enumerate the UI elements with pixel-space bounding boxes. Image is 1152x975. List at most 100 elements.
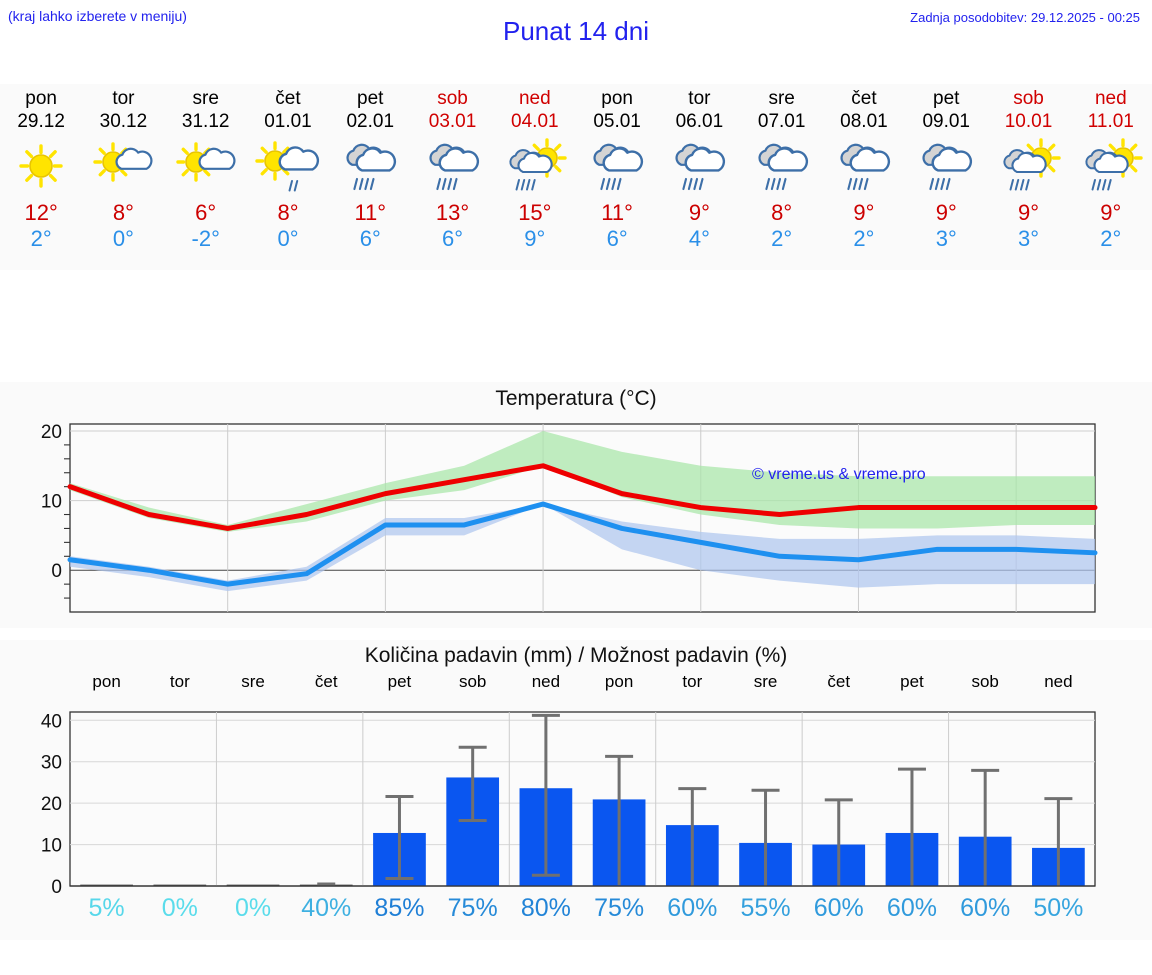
precip-probability-label: 50% bbox=[1033, 894, 1084, 922]
sun-rain-icon bbox=[499, 136, 571, 198]
temperature-chart-title: Temperatura (°C) bbox=[495, 387, 657, 410]
precip-probability-label: 40% bbox=[301, 894, 352, 922]
min-temperature: 3° bbox=[935, 226, 957, 251]
day-column[interactable]: pet 02.01 11° 6° bbox=[329, 84, 411, 270]
day-column[interactable]: sre 07.01 8° 2° bbox=[741, 84, 823, 270]
min-temperature: 9° bbox=[524, 226, 546, 251]
svg-text:10: 10 bbox=[41, 836, 62, 857]
day-name: sob bbox=[1013, 88, 1044, 109]
day-name: ned bbox=[518, 88, 551, 109]
day-column[interactable]: sob 10.01 9° 3° bbox=[987, 84, 1069, 270]
day-name: tor bbox=[112, 88, 135, 109]
max-temperature: 15° bbox=[518, 200, 552, 225]
precip-day-label: pon bbox=[604, 672, 634, 691]
day-column[interactable]: sob 03.01 13° 6° bbox=[411, 84, 493, 270]
precip-probability-label: 0% bbox=[161, 894, 198, 922]
max-temperature: 8° bbox=[112, 200, 134, 225]
min-temperature: 2° bbox=[30, 226, 52, 251]
max-temperature: 13° bbox=[435, 200, 470, 225]
day-column[interactable]: sre 31.12 6° -2° bbox=[165, 84, 247, 270]
day-date: 03.01 bbox=[428, 111, 477, 132]
day-date: 06.01 bbox=[675, 111, 724, 132]
day-column[interactable]: ned 04.01 15° 9° bbox=[494, 84, 576, 270]
day-column[interactable]: čet 08.01 9° 2° bbox=[823, 84, 905, 270]
page-header: (kraj lahko izberete v meniju) Punat 14 … bbox=[0, 0, 1152, 62]
day-name: tor bbox=[688, 88, 711, 109]
day-date: 30.12 bbox=[99, 111, 148, 132]
min-temperature: 3° bbox=[1017, 226, 1040, 251]
page-title: Punat 14 dni bbox=[502, 16, 649, 46]
partly-sunny-icon bbox=[170, 136, 242, 198]
svg-text:20: 20 bbox=[41, 794, 62, 815]
day-column[interactable]: tor 30.12 8° 0° bbox=[82, 84, 164, 270]
rain-icon bbox=[828, 136, 900, 198]
rain-icon bbox=[417, 136, 489, 198]
max-temperature: 9° bbox=[1017, 200, 1040, 225]
day-date: 02.01 bbox=[346, 111, 395, 132]
day-column[interactable]: ned 11.01 9° 2° bbox=[1070, 84, 1152, 270]
precipitation-probability-row: 5% 0% 0% 40% 85% 75% 80% 75% 60% 55% 60% 60% 60% 50% bbox=[0, 894, 1152, 934]
day-column[interactable]: pon 05.01 11° 6° bbox=[576, 84, 658, 270]
rain-icon bbox=[910, 136, 982, 198]
max-temperature: 9° bbox=[853, 200, 875, 225]
max-temperature: 11° bbox=[354, 200, 387, 225]
min-temperature: 0° bbox=[277, 226, 299, 251]
day-name: pet bbox=[933, 88, 960, 109]
precip-probability-label: 75% bbox=[447, 894, 498, 922]
day-name: čet bbox=[275, 88, 301, 109]
day-name: sob bbox=[437, 88, 468, 109]
day-date: 01.01 bbox=[264, 111, 312, 132]
location-hint: (kraj lahko izberete v meniju) bbox=[8, 8, 187, 24]
day-date: 31.12 bbox=[181, 111, 230, 132]
day-date: 04.01 bbox=[511, 111, 559, 132]
max-temperature: 9° bbox=[935, 200, 957, 225]
precipitation-chart-title: Količina padavin (mm) / Možnost padavin … bbox=[364, 644, 788, 667]
precip-day-label: sre bbox=[241, 672, 265, 691]
day-name: sre bbox=[192, 88, 219, 109]
day-name: pon bbox=[601, 88, 633, 109]
precip-day-label: čet bbox=[314, 672, 338, 691]
day-date: 10.01 bbox=[1004, 111, 1053, 132]
precip-day-label: ned bbox=[531, 672, 561, 691]
max-temperature: 8° bbox=[771, 200, 793, 225]
daily-forecast-strip: pon 29.12 12° 2° tor 30.12 8° 0° sre 31.12 6° -2° če… bbox=[0, 84, 1152, 270]
max-temperature: 12° bbox=[24, 200, 58, 225]
precip-day-label: sob bbox=[458, 672, 487, 691]
precip-probability-label: 60% bbox=[960, 894, 1011, 922]
day-date: 08.01 bbox=[840, 111, 888, 132]
day-name: pon bbox=[25, 88, 57, 109]
last-updated: Zadnja posodobitev: 29.12.2025 - 00:25 bbox=[910, 10, 1140, 25]
precip-day-label: tor bbox=[682, 672, 703, 691]
precip-probability-label: 55% bbox=[740, 894, 791, 922]
svg-text:0: 0 bbox=[51, 877, 62, 898]
precip-probability-label: 80% bbox=[520, 894, 571, 922]
min-temperature: -2° bbox=[191, 226, 220, 251]
day-column[interactable]: pon 29.12 12° 2° bbox=[0, 84, 82, 270]
day-date: 29.12 bbox=[17, 111, 65, 132]
sun-rain-icon bbox=[993, 136, 1065, 198]
precip-probability-label: 60% bbox=[813, 894, 864, 922]
precip-day-label: pon bbox=[92, 672, 121, 691]
temperature-chart: 0 10 20 bbox=[0, 382, 1152, 628]
precip-day-label: sob bbox=[971, 672, 999, 691]
day-date: 07.01 bbox=[757, 111, 806, 132]
precip-probability-label: 60% bbox=[886, 894, 937, 922]
min-temperature: 0° bbox=[112, 226, 134, 251]
sunny-icon bbox=[5, 136, 77, 198]
svg-text:30: 30 bbox=[41, 753, 62, 774]
precip-day-label: sre bbox=[753, 672, 778, 691]
max-temperature: 11° bbox=[601, 200, 633, 225]
rain-icon bbox=[334, 136, 406, 198]
day-column[interactable]: čet 01.01 8° 0° bbox=[247, 84, 329, 270]
precipitation-chart-section: Količina padavin (mm) / Možnost padavin … bbox=[0, 640, 1152, 940]
rain-icon bbox=[663, 136, 735, 198]
day-name: ned bbox=[1094, 88, 1127, 109]
temperature-chart-section: Temperatura (°C) 0 10 20 bbox=[0, 382, 1152, 628]
precip-probability-label: 0% bbox=[234, 894, 272, 922]
precip-day-label: pet bbox=[387, 672, 412, 691]
day-column[interactable]: tor 06.01 9° 4° bbox=[658, 84, 740, 270]
day-date: 09.01 bbox=[922, 111, 970, 132]
precip-day-label: čet bbox=[827, 672, 851, 691]
day-column[interactable]: pet 09.01 9° 3° bbox=[905, 84, 987, 270]
sun-rain-icon bbox=[1075, 136, 1147, 198]
